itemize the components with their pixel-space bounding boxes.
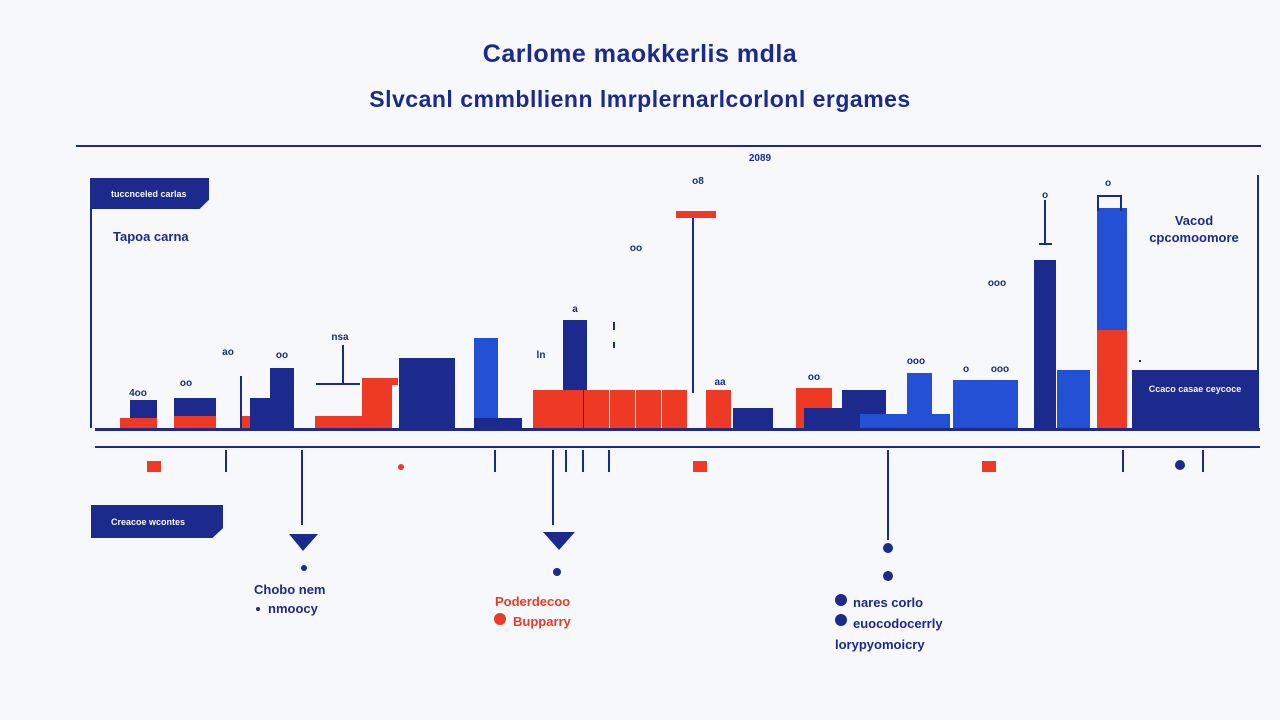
legend-dot-3: [883, 571, 893, 581]
timeline-dot-red: [398, 464, 404, 470]
left-axis-label: Tapoa carna: [113, 229, 189, 244]
legend-middle-line1: Poderdecoo: [495, 594, 571, 609]
right-label-line2: cpcomoomore: [1149, 230, 1239, 245]
value-label-16: 4oo: [129, 388, 147, 399]
bar-21: [733, 408, 773, 428]
legend-left-line1: Chobo nem: [254, 582, 326, 597]
bar-inner-label: Ccaco casae ceycoce: [1149, 384, 1242, 394]
bar-33: [1132, 370, 1258, 428]
value-label-7: nsa: [331, 332, 349, 343]
legend-middle-line2: Bupparry: [513, 614, 571, 629]
bar-17: [610, 390, 635, 428]
bar-7: [315, 416, 362, 428]
bar-30: [1057, 370, 1090, 428]
timeline-marker-red-0: [147, 461, 161, 472]
chart-title: Carlome maokkerlis mdla: [482, 40, 798, 68]
legend-left-line2: nmoocy: [268, 601, 318, 616]
legend-right-line3: lorypyomoicry: [835, 637, 925, 652]
bar-10: [474, 338, 498, 428]
bar-8: [362, 378, 392, 428]
value-label-3: ooo: [988, 278, 1006, 289]
whisker-cap-top: [676, 211, 716, 218]
bar-14: [533, 390, 558, 428]
legend-dot-0: [301, 565, 307, 571]
bar-6: [250, 398, 294, 428]
right-label: Vacod cpcomoomore: [1144, 212, 1244, 246]
value-label-11: oo: [808, 372, 820, 383]
bar-1: [120, 418, 157, 428]
value-label-17: oo: [180, 378, 192, 389]
value-label-5: ao: [222, 347, 234, 358]
bar-27: [953, 380, 993, 428]
value-label-12: ooo: [907, 356, 925, 367]
value-label-0: 2089: [749, 153, 772, 164]
bar-9: [399, 358, 455, 428]
legend-dot-1: [553, 568, 561, 576]
legend-dot-6: [494, 613, 506, 625]
bar-12: [474, 418, 522, 428]
timeline-dot-navy: [1175, 460, 1185, 470]
value-label-1: oo: [630, 243, 642, 254]
value-label-2: o: [1042, 190, 1048, 201]
chart-subtitle: Slvcanl cmmbllienn lmrplernarlcorlonl er…: [369, 86, 911, 112]
bracket-top: [1097, 195, 1122, 211]
legend-dot-4: [835, 594, 847, 606]
value-label-4: o8: [692, 176, 704, 187]
value-label-9: a: [572, 304, 578, 315]
bar-32: [1097, 330, 1127, 428]
cap-red-left: [368, 378, 398, 385]
bar-26: [860, 414, 950, 428]
value-label-15: o: [1105, 178, 1111, 189]
value-label-8: ln: [537, 350, 546, 361]
bar-24: [804, 408, 860, 428]
bar-3: [174, 416, 216, 428]
legend-right-line2: euocodocerrly: [853, 616, 943, 631]
bar-15: [558, 390, 583, 428]
legend-dot-5: [835, 614, 847, 626]
right-label-line1: Vacod: [1174, 213, 1214, 228]
bar-18: [636, 390, 661, 428]
arrowhead-middle: [543, 532, 575, 550]
top-tag: tuccnceled carlas: [91, 178, 209, 209]
timeline-marker-red-1: [693, 461, 707, 472]
timeline-marker-red-2: [982, 461, 996, 472]
x-axis-baseline: [95, 428, 1260, 431]
legend-right: nares corlo euocodocerrly lorypyomoicry: [835, 592, 943, 655]
legend-middle: Poderdecoo Bupparry: [495, 592, 571, 632]
bar-20: [706, 390, 731, 428]
value-label-10: aa: [714, 377, 726, 388]
arrowhead-left: [289, 534, 318, 551]
bar-29: [1034, 260, 1056, 428]
bar-19: [662, 390, 687, 428]
bar-28: [993, 380, 1018, 428]
legend-left: Chobo nem nmoocy: [254, 580, 326, 618]
bar-16: [584, 390, 609, 428]
value-label-14: ooo: [991, 364, 1009, 375]
value-label-13: o: [963, 364, 969, 375]
bottom-tag: Creacoe wcontes: [91, 505, 223, 538]
value-label-6: oo: [276, 350, 288, 361]
legend-right-line1: nares corlo: [853, 595, 924, 610]
legend-dot-2: [883, 543, 893, 553]
legend-dot-7: [256, 607, 260, 611]
